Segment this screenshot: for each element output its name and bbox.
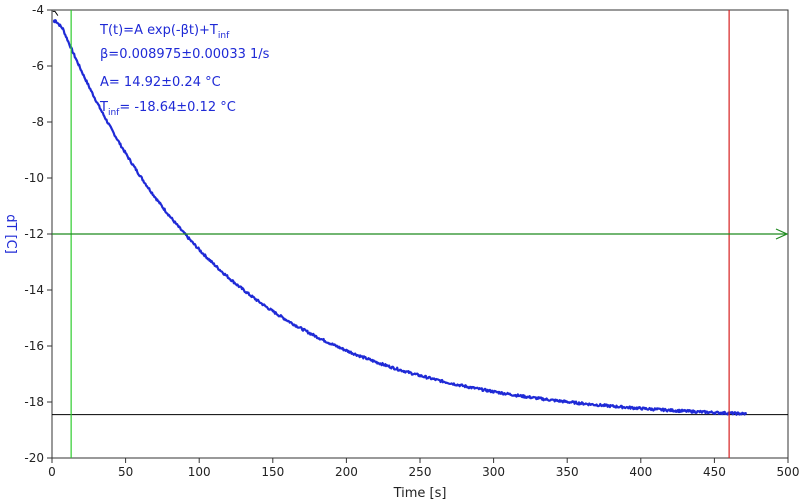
y-tick-label: -8: [32, 115, 44, 129]
y-tick-label: -4: [32, 3, 44, 17]
x-tick-label: 50: [118, 465, 133, 479]
x-tick-label: 400: [629, 465, 652, 479]
x-tick-label: 0: [48, 465, 56, 479]
x-tick-label: 200: [335, 465, 358, 479]
y-tick-label: -6: [32, 59, 44, 73]
fit-amplitude: A= 14.92±0.24 °C: [100, 75, 221, 90]
initial-trace: [52, 10, 59, 16]
x-tick-label: 300: [482, 465, 505, 479]
y-axis-label: dT [C]: [3, 214, 18, 254]
y-tick-label: -10: [24, 171, 44, 185]
chart-marks: [52, 10, 789, 458]
x-tick-label: 100: [188, 465, 211, 479]
x-tick-label: 500: [777, 465, 800, 479]
x-tick-label: 350: [556, 465, 579, 479]
axis-ticks: 0 50 100 150 200 250 300 350 400 450 500 -20 -18 -16 -…: [24, 3, 799, 479]
y-tick-label: -12: [24, 227, 44, 241]
y-tick-label: -18: [24, 395, 44, 409]
y-tick-label: -16: [24, 339, 44, 353]
arrow-icon: [775, 228, 789, 240]
fit-beta: β=0.008975±0.00033 1/s: [100, 47, 270, 62]
y-tick-label: -14: [24, 283, 44, 297]
fit-annotation: T(t)=A exp(-βt)+Tinf β=0.008975±0.00033 …: [99, 23, 270, 118]
fit-formula: T(t)=A exp(-βt)+Tinf: [99, 23, 230, 41]
x-axis-label: Time [s]: [393, 486, 447, 501]
fit-tinf: Tinf= -18.64±0.12 °C: [99, 100, 236, 118]
x-tick-label: 250: [409, 465, 432, 479]
y-tick-label: -20: [24, 451, 44, 465]
series-start-point: [52, 19, 57, 24]
x-tick-label: 150: [261, 465, 284, 479]
measured-series-line: [54, 18, 748, 416]
x-tick-label: 450: [703, 465, 726, 479]
